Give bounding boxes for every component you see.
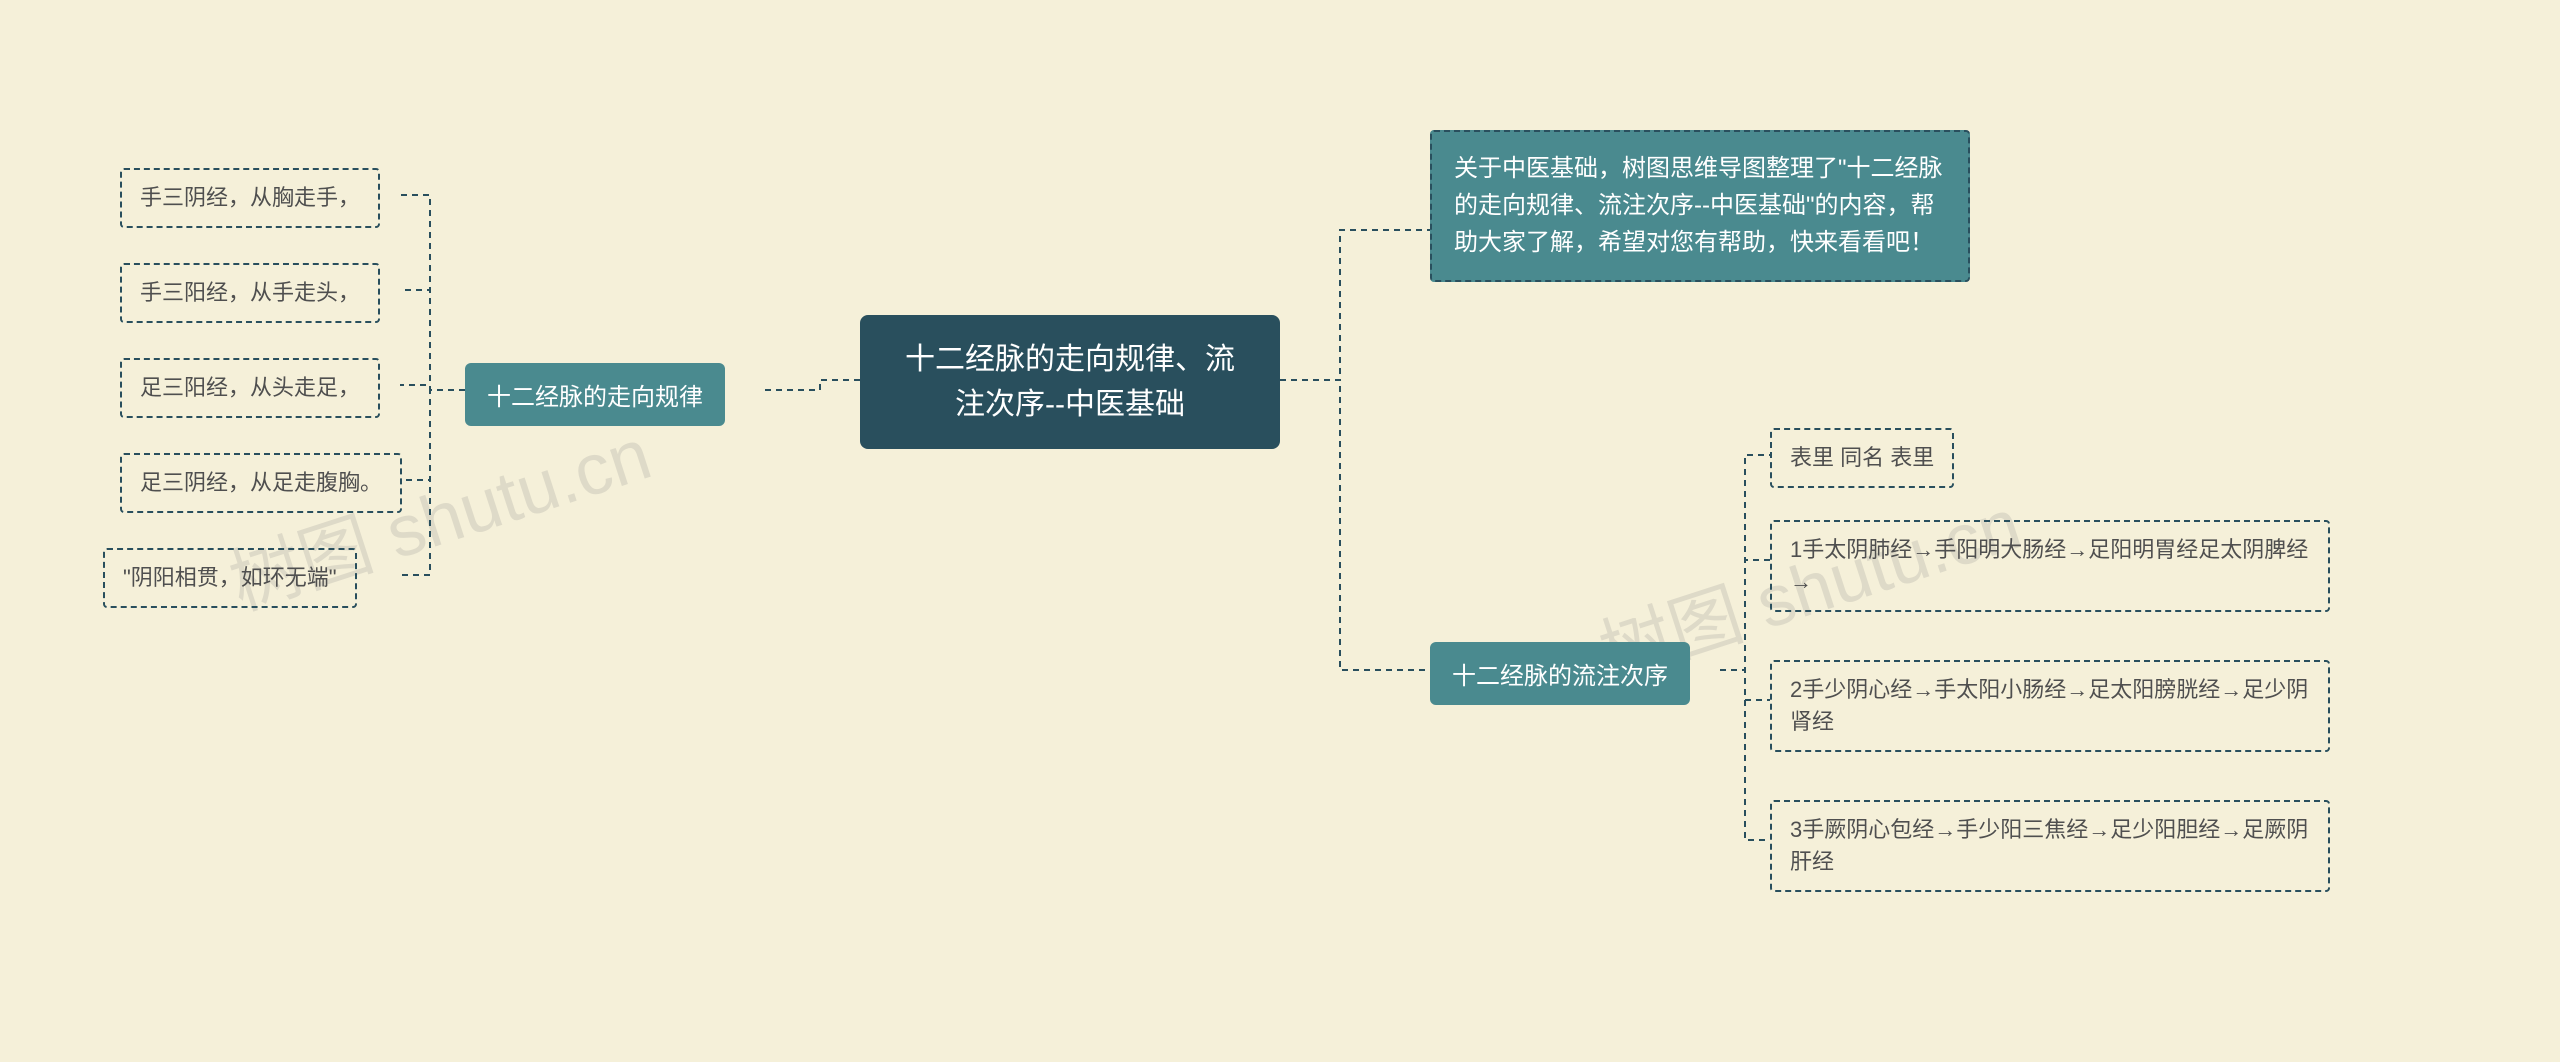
left-branch-node: 十二经脉的走向规律 <box>465 363 725 426</box>
right-leaf-1: 1手太阴肺经→手阳明大肠经→足阳明胃经足太阴脾经→ <box>1770 520 2330 612</box>
root-line1: 十二经脉的走向规律、流 <box>905 343 1235 376</box>
root-node: 十二经脉的走向规律、流 注次序--中医基础 <box>860 315 1280 449</box>
left-leaf-0: 手三阴经，从胸走手， <box>120 168 380 228</box>
root-line2: 注次序--中医基础 <box>955 388 1185 421</box>
right-leaf-0: 表里 同名 表里 <box>1770 428 1954 488</box>
right-branch-node: 十二经脉的流注次序 <box>1430 642 1690 705</box>
right-leaf-3: 3手厥阴心包经→手少阳三焦经→足少阳胆经→足厥阴肝经 <box>1770 800 2330 892</box>
left-leaf-3: 足三阴经，从足走腹胸。 <box>120 453 402 513</box>
left-leaf-2: 足三阳经，从头走足， <box>120 358 380 418</box>
right-leaf-2: 2手少阴心经→手太阳小肠经→足太阳膀胱经→足少阴肾经 <box>1770 660 2330 752</box>
left-leaf-4: "阴阳相贯，如环无端" <box>103 548 357 608</box>
info-box: 关于中医基础，树图思维导图整理了"十二经脉的走向规律、流注次序--中医基础"的内… <box>1430 130 1970 282</box>
left-leaf-1: 手三阳经，从手走头， <box>120 263 380 323</box>
